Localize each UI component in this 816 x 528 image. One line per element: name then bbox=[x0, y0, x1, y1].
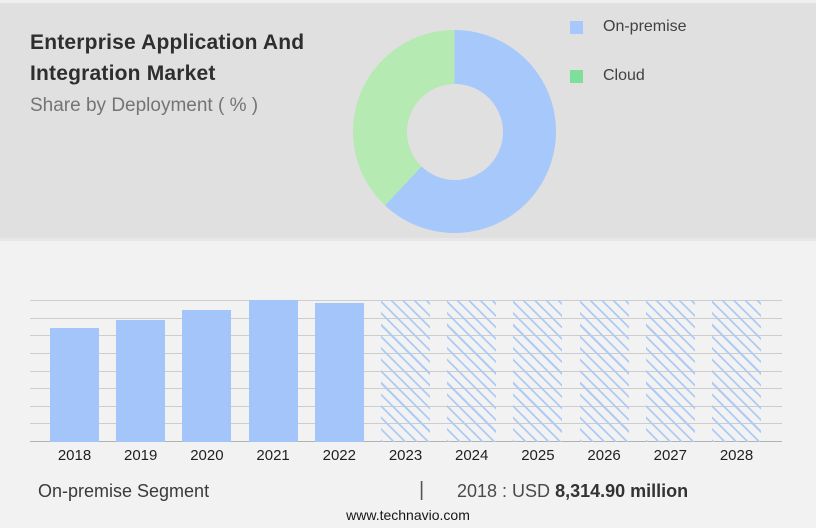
x-tick-label-2019: 2019 bbox=[124, 447, 158, 464]
legend-swatch-on-premise bbox=[570, 20, 583, 34]
bar-chart bbox=[30, 300, 782, 442]
forecast-bar-2025 bbox=[513, 300, 563, 442]
segment-label: On-premise Segment bbox=[38, 481, 210, 501]
caption-value: 2018 : USD 8,314.90 million bbox=[457, 481, 688, 502]
page-title-line2: Integration Market bbox=[30, 62, 216, 85]
bar-2018 bbox=[50, 328, 99, 442]
legend-label-on-premise: On-premise bbox=[603, 18, 687, 35]
bar-chart-section: 2018 2019 2020 2021 2022 2023 2024 2025 2026 2027… bbox=[0, 238, 816, 528]
bar-2020 bbox=[182, 309, 232, 442]
forecast-bar-2027 bbox=[645, 300, 695, 442]
legend-item-on-premise: On-premise bbox=[570, 16, 687, 38]
x-tick-label-2028: 2028 bbox=[719, 447, 754, 464]
x-tick-label-2024: 2024 bbox=[455, 447, 489, 464]
forecast-bar-2026 bbox=[579, 300, 629, 442]
donut-chart bbox=[353, 30, 556, 233]
x-tick-label-2021: 2021 bbox=[256, 447, 290, 464]
footer-website: www.technavio.com bbox=[346, 507, 470, 523]
forecast-bar-2023 bbox=[381, 300, 430, 442]
bar-2022 bbox=[314, 302, 364, 442]
forecast-bar-2028 bbox=[712, 300, 761, 442]
page-title-line1: Enterprise Application And bbox=[30, 31, 305, 54]
title-block: Enterprise Application And Integration M… bbox=[30, 27, 350, 117]
header-section: Enterprise Application And Integration M… bbox=[0, 0, 816, 238]
chart-legend: On-premise Cloud bbox=[570, 16, 687, 114]
caption-value-prefix: 2018 : USD bbox=[457, 481, 556, 501]
donut-hole bbox=[406, 83, 503, 180]
legend-swatch-cloud bbox=[570, 69, 583, 83]
page-subtitle: Share by Deployment ( % ) bbox=[30, 95, 259, 116]
forecast-bar-2024 bbox=[447, 300, 497, 442]
x-tick-label-2027: 2027 bbox=[653, 447, 687, 464]
bar-2021 bbox=[248, 300, 298, 442]
x-tick-label-2018: 2018 bbox=[57, 447, 92, 464]
bar-2019 bbox=[116, 319, 166, 442]
caption-separator: | bbox=[419, 479, 425, 501]
x-tick-label-2025: 2025 bbox=[521, 447, 555, 464]
x-tick-label-2023: 2023 bbox=[388, 447, 423, 464]
x-tick-label-2020: 2020 bbox=[190, 447, 224, 464]
x-tick-label-2026: 2026 bbox=[587, 447, 621, 464]
x-axis-labels: 2018 2019 2020 2021 2022 2023 2024 2025 2026 2027… bbox=[0, 447, 816, 467]
caption-value-amount: 8,314.90 million bbox=[555, 481, 689, 501]
caption-row: On-premise Segment | 2018 : USD 8,314.90… bbox=[0, 479, 816, 505]
legend-item-cloud: Cloud bbox=[570, 65, 687, 87]
legend-label-cloud: Cloud bbox=[603, 67, 645, 84]
x-tick-label-2022: 2022 bbox=[322, 447, 356, 464]
